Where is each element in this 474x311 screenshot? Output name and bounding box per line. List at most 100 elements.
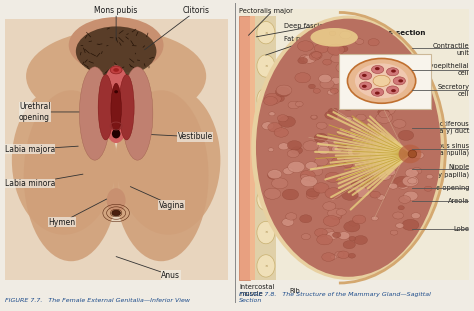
- Circle shape: [370, 123, 383, 132]
- Circle shape: [407, 85, 420, 94]
- Circle shape: [313, 183, 329, 193]
- Circle shape: [340, 74, 346, 78]
- Circle shape: [325, 172, 341, 183]
- Circle shape: [306, 191, 318, 199]
- Circle shape: [348, 253, 356, 258]
- Text: Hymen: Hymen: [48, 199, 107, 227]
- Circle shape: [272, 178, 288, 189]
- Circle shape: [379, 110, 390, 118]
- Ellipse shape: [257, 255, 275, 277]
- Circle shape: [368, 129, 381, 137]
- Ellipse shape: [257, 21, 275, 44]
- Ellipse shape: [112, 210, 120, 216]
- Circle shape: [274, 95, 284, 102]
- Circle shape: [328, 208, 343, 218]
- Circle shape: [383, 147, 398, 157]
- FancyBboxPatch shape: [5, 19, 228, 280]
- Circle shape: [306, 188, 319, 197]
- Ellipse shape: [12, 86, 116, 235]
- Ellipse shape: [111, 83, 121, 134]
- Circle shape: [386, 86, 399, 94]
- Circle shape: [393, 77, 405, 85]
- Text: ×: ×: [264, 31, 268, 35]
- Circle shape: [268, 123, 282, 132]
- FancyBboxPatch shape: [339, 54, 431, 109]
- FancyBboxPatch shape: [250, 16, 255, 280]
- Text: ×: ×: [264, 264, 268, 268]
- Ellipse shape: [24, 90, 119, 261]
- Ellipse shape: [76, 26, 156, 76]
- Circle shape: [278, 143, 289, 150]
- Circle shape: [311, 52, 321, 58]
- Circle shape: [397, 181, 409, 189]
- Circle shape: [332, 232, 341, 238]
- Text: Lactiferous
(mammary) duct: Lactiferous (mammary) duct: [413, 121, 469, 134]
- Ellipse shape: [100, 65, 131, 143]
- Circle shape: [375, 67, 380, 70]
- Circle shape: [288, 161, 305, 173]
- Text: ×: ×: [264, 64, 268, 68]
- Circle shape: [372, 216, 378, 220]
- Circle shape: [309, 53, 320, 60]
- Circle shape: [311, 115, 317, 119]
- Circle shape: [340, 100, 356, 110]
- Text: Lactiferous sinus
(ampulla): Lactiferous sinus (ampulla): [413, 142, 469, 156]
- Text: Contractile
unit: Contractile unit: [433, 43, 469, 56]
- Circle shape: [331, 213, 342, 220]
- Circle shape: [337, 144, 347, 150]
- Text: FIGURE 7.8.   The Structure of the Mammary Gland—Sagittal
Section: FIGURE 7.8. The Structure of the Mammary…: [239, 292, 431, 303]
- Text: ×: ×: [264, 164, 268, 168]
- Circle shape: [331, 77, 341, 84]
- Circle shape: [287, 141, 301, 150]
- Circle shape: [274, 128, 288, 137]
- Circle shape: [398, 130, 414, 140]
- Circle shape: [382, 150, 394, 158]
- Circle shape: [287, 150, 299, 158]
- Text: Areola: Areola: [448, 197, 469, 204]
- Circle shape: [424, 186, 432, 191]
- Circle shape: [389, 183, 398, 189]
- Circle shape: [393, 212, 403, 219]
- Circle shape: [325, 188, 342, 199]
- Circle shape: [426, 174, 433, 179]
- Ellipse shape: [257, 121, 275, 144]
- Circle shape: [316, 140, 329, 149]
- FancyBboxPatch shape: [239, 9, 469, 280]
- Circle shape: [378, 109, 389, 116]
- Circle shape: [408, 178, 417, 184]
- Circle shape: [268, 172, 280, 179]
- Circle shape: [362, 85, 367, 88]
- Circle shape: [398, 149, 406, 155]
- Circle shape: [393, 119, 406, 128]
- Circle shape: [370, 71, 386, 81]
- Circle shape: [330, 88, 338, 94]
- Circle shape: [314, 44, 328, 53]
- Ellipse shape: [110, 66, 122, 74]
- Circle shape: [386, 68, 399, 76]
- Circle shape: [298, 41, 313, 51]
- Circle shape: [314, 133, 328, 142]
- Circle shape: [400, 91, 413, 100]
- Circle shape: [288, 101, 300, 109]
- Circle shape: [323, 216, 340, 226]
- Circle shape: [327, 232, 338, 239]
- Circle shape: [309, 178, 315, 182]
- Circle shape: [399, 196, 410, 203]
- Circle shape: [336, 63, 352, 73]
- Text: Alveolus Cross-section: Alveolus Cross-section: [333, 30, 426, 36]
- Circle shape: [368, 39, 379, 46]
- Circle shape: [300, 215, 312, 223]
- Circle shape: [377, 148, 388, 155]
- Circle shape: [317, 146, 330, 155]
- Circle shape: [375, 91, 380, 95]
- Circle shape: [337, 251, 349, 258]
- Circle shape: [295, 101, 303, 107]
- Circle shape: [354, 187, 370, 197]
- Circle shape: [375, 59, 384, 65]
- Ellipse shape: [257, 221, 275, 244]
- Ellipse shape: [107, 188, 126, 213]
- Circle shape: [370, 191, 381, 198]
- Circle shape: [390, 101, 398, 107]
- Circle shape: [396, 223, 404, 228]
- Circle shape: [317, 234, 333, 245]
